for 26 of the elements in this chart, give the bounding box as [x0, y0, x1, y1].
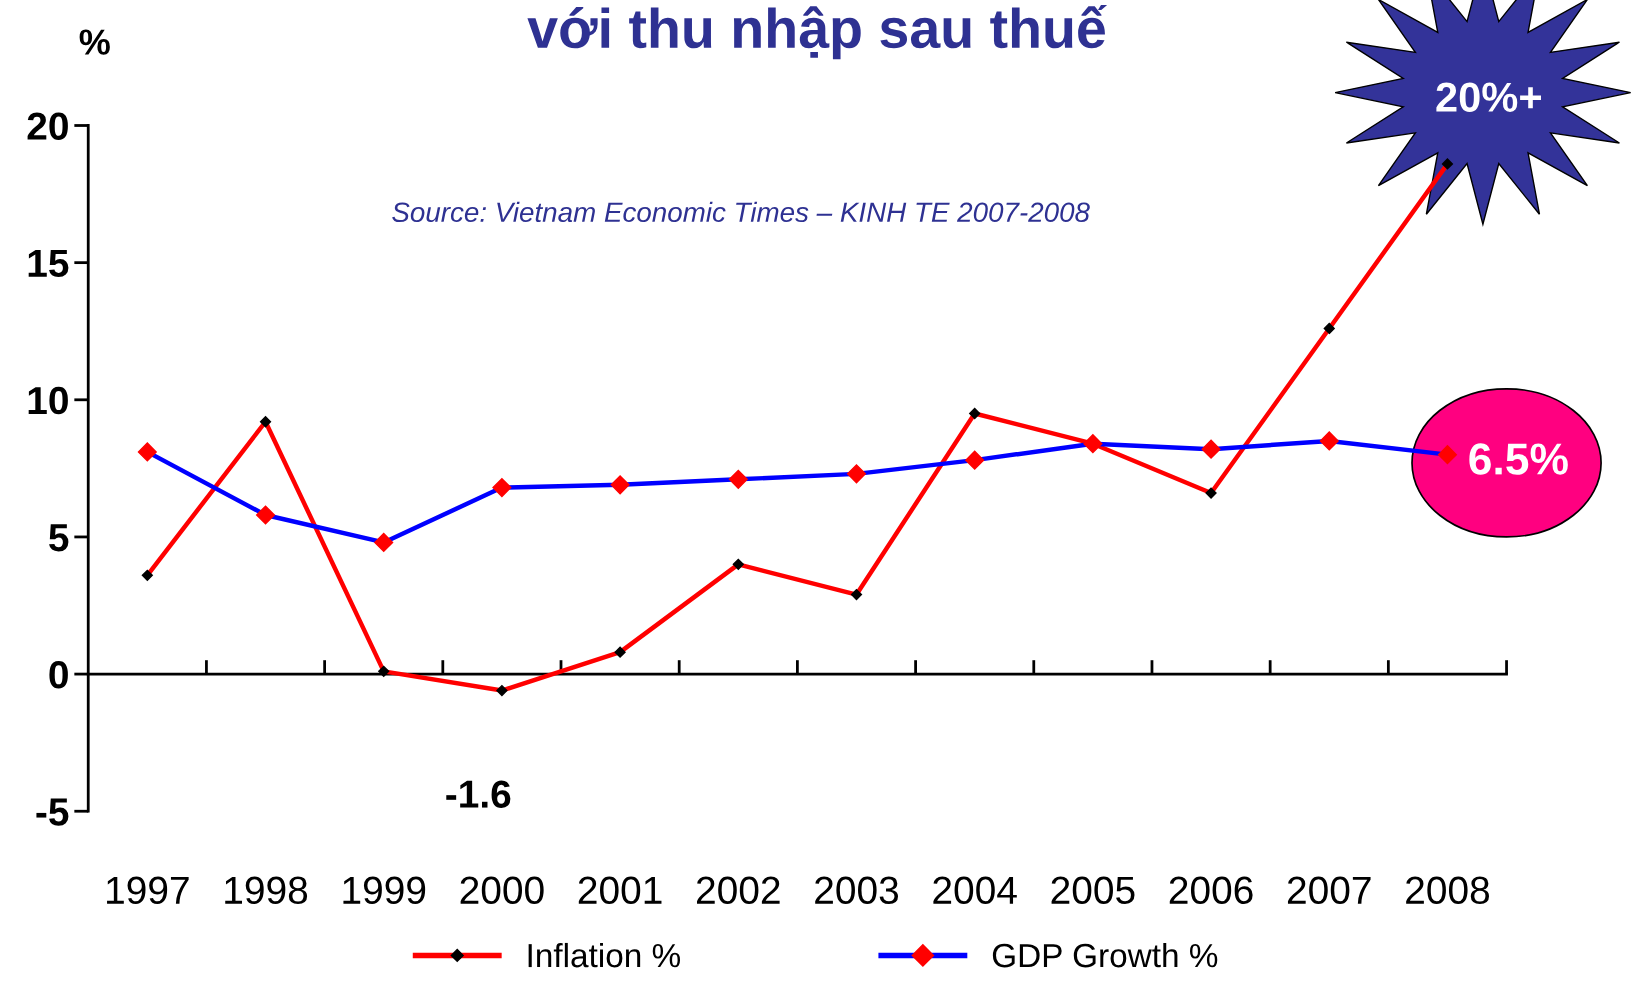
- x-tick-label: 2008: [1406, 876, 1490, 905]
- x-tick-label: 2002: [697, 876, 780, 905]
- y-tick-label: -5: [36, 798, 69, 826]
- annotation: -1.6: [446, 780, 511, 808]
- chart-title: với thu nhập sau thuế: [527, 5, 1107, 60]
- x-tick-label: 2007: [1287, 876, 1371, 905]
- x-tick-label: 2003: [815, 876, 899, 905]
- x-tick-label: 1998: [225, 876, 308, 905]
- y-tick-label: 15: [28, 249, 69, 278]
- annotation: 6.5%: [1469, 443, 1568, 475]
- x-tick-label: 2004: [933, 876, 1017, 905]
- legend-label: Inflation %: [528, 942, 681, 968]
- y-tick-label: 5: [49, 524, 69, 552]
- y-tick-label: 0: [49, 661, 68, 689]
- legend-label: GDP Growth %: [992, 942, 1218, 968]
- y-tick-label: 20: [27, 112, 68, 140]
- x-tick-label: 2005: [1051, 876, 1135, 905]
- annotation: Source: Vietnam Economic Times – KINH TE 2007-2008: [392, 201, 1090, 223]
- x-tick-label: 1999: [343, 876, 426, 905]
- x-tick-label: 2000: [460, 876, 544, 905]
- x-tick-label: 1997: [107, 876, 189, 905]
- text: 20%+: [1436, 82, 1541, 112]
- x-tick-label: 2006: [1169, 876, 1253, 905]
- y-axis-title: %: [79, 29, 110, 55]
- y-tick-label: 10: [28, 386, 68, 415]
- x-tick-label: 2001: [578, 876, 662, 905]
